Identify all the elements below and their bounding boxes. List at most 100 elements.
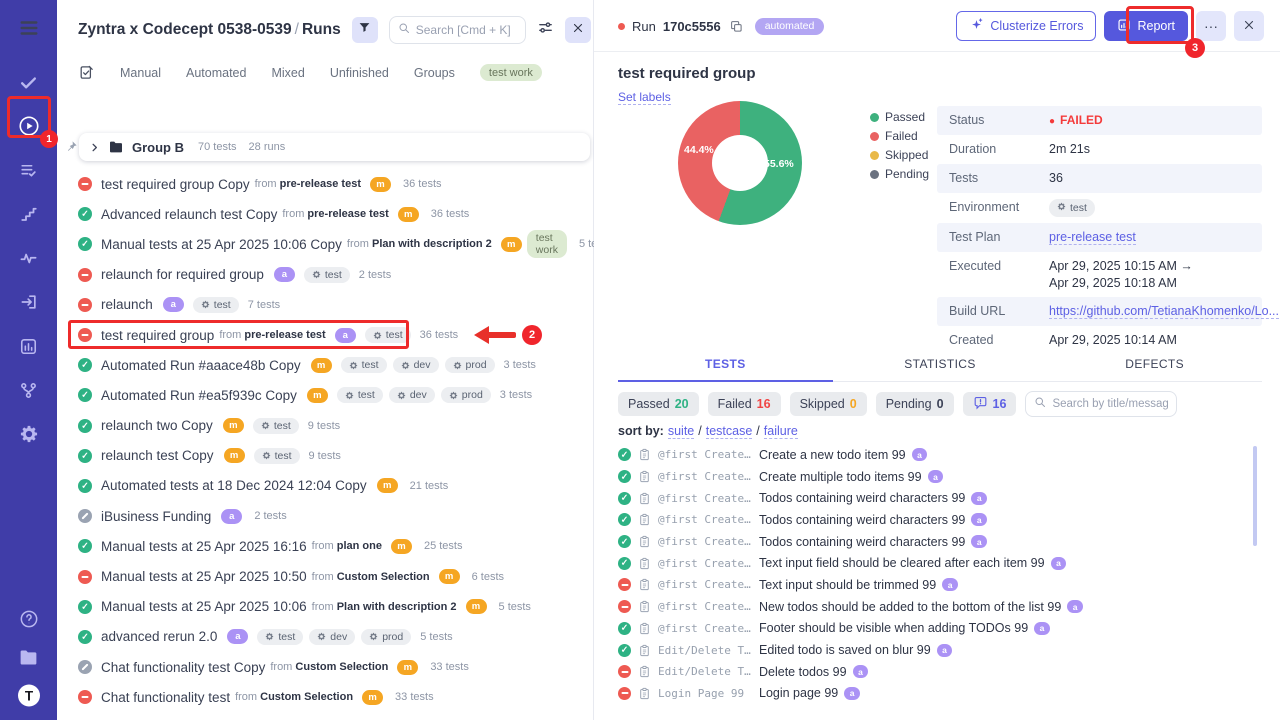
test-row[interactable]: @first Create… Create a new todo item 99… xyxy=(594,444,1280,466)
run-list-item[interactable]: iBusiness Funding a 2 tests xyxy=(57,501,593,531)
detail-tab[interactable]: TESTS xyxy=(618,357,833,382)
detail-link[interactable]: https://github.com/TetianaKhomenko/Lo... xyxy=(1049,304,1279,320)
filter-pill[interactable]: Failed 16 xyxy=(707,392,781,416)
run-name: Manual tests at 25 Apr 2025 16:16 xyxy=(101,538,307,554)
comments-pill[interactable]: 16 xyxy=(962,392,1017,416)
run-list-item[interactable]: Automated tests at 18 Dec 2024 12:04 Cop… xyxy=(57,471,593,501)
set-labels-link[interactable]: Set labels xyxy=(618,90,671,105)
test-row[interactable]: @first Create… New todos should be added… xyxy=(594,596,1280,618)
run-list-item[interactable]: relaunch test Copy m test 9 tests xyxy=(57,441,593,471)
branch-icon[interactable] xyxy=(17,381,41,399)
run-list-item[interactable]: test required group from pre-release tes… xyxy=(57,319,593,350)
run-list-item[interactable]: Manual tests at 25 Apr 2025 10:50 from C… xyxy=(57,561,593,591)
breadcrumb: Zyntra x Codecept 0538-0539/Runs xyxy=(78,21,341,39)
run-name: test required group xyxy=(101,327,215,343)
test-row[interactable]: @first Create… Text input should be trim… xyxy=(594,574,1280,596)
play-icon[interactable] xyxy=(17,116,41,136)
runs-tab[interactable]: Unfinished xyxy=(329,65,389,80)
search-input[interactable] xyxy=(415,23,517,37)
logo-icon[interactable]: T xyxy=(17,684,41,706)
bar-chart-icon[interactable] xyxy=(17,337,41,355)
folder-icon[interactable] xyxy=(17,648,41,666)
run-list-item[interactable]: Manual tests at 25 Apr 2025 10:06 from P… xyxy=(57,592,593,622)
run-tests-count: 36 tests xyxy=(402,178,442,191)
run-list-item[interactable]: Automated Run #aaace48b Copy m testdevpr… xyxy=(57,350,593,380)
run-name: Chat functionality test Copy xyxy=(101,659,266,675)
test-status-icon xyxy=(618,686,631,700)
run-list-item[interactable]: Chat functionality test Copy from Custom… xyxy=(57,652,593,682)
test-row[interactable]: @first Create… Todos containing weird ch… xyxy=(594,509,1280,531)
report-button[interactable]: Report xyxy=(1104,11,1188,41)
tests-scrollbar[interactable] xyxy=(1253,446,1257,546)
runs-tab[interactable]: Groups xyxy=(413,65,455,80)
tests-search-input[interactable] xyxy=(1052,398,1169,410)
run-list-item[interactable]: relaunch for required group a test 2 tes… xyxy=(57,260,593,290)
run-name: Automated Run #aaace48b Copy xyxy=(101,357,301,373)
menu-icon[interactable] xyxy=(18,17,40,39)
runs-tab[interactable]: Mixed xyxy=(271,65,305,80)
search-icon xyxy=(1034,395,1046,413)
test-row[interactable]: @first Create… Footer should be visible … xyxy=(594,618,1280,640)
close-run-detail-button[interactable] xyxy=(1234,11,1264,41)
run-list-item[interactable]: relaunch two Copy m test 9 tests xyxy=(57,411,593,441)
more-button[interactable]: ··· xyxy=(1196,11,1226,41)
run-list-item[interactable]: Manual tests at 25 Apr 2025 10:06 Copy f… xyxy=(57,229,611,259)
run-from-plan: from Custom Selection xyxy=(235,691,354,704)
automated-test-badge: a xyxy=(844,686,860,700)
sign-in-icon[interactable] xyxy=(17,293,41,311)
test-row[interactable]: @first Create… Text input field should b… xyxy=(594,552,1280,574)
help-icon[interactable] xyxy=(17,610,41,628)
group-card[interactable]: Group B 70 tests 28 runs xyxy=(79,133,590,161)
filter-button[interactable] xyxy=(351,17,378,43)
test-row[interactable]: @first Create… Todos containing weird ch… xyxy=(594,487,1280,509)
run-from-plan: from plan one xyxy=(311,540,382,553)
filter-pill[interactable]: Passed 20 xyxy=(618,392,699,416)
runs-tab[interactable]: Manual xyxy=(120,65,161,80)
list-check-icon[interactable] xyxy=(17,161,41,179)
chevron-right-icon[interactable] xyxy=(89,142,100,153)
test-status-icon xyxy=(618,513,631,527)
copy-icon[interactable] xyxy=(730,20,743,33)
test-row[interactable]: Login Page 99 Login page 99 a xyxy=(594,683,1280,705)
detail-tab[interactable]: DEFECTS xyxy=(1125,357,1185,371)
sort-suite-link[interactable]: suite xyxy=(667,424,695,439)
run-name: relaunch for required group xyxy=(101,267,264,283)
test-row[interactable]: @first Create… Todos containing weird ch… xyxy=(594,531,1280,553)
clusterize-errors-button[interactable]: Clusterize Errors xyxy=(956,11,1097,41)
runs-header: Zyntra x Codecept 0538-0539/Runs xyxy=(57,0,593,44)
run-list-item[interactable]: Manual tests at 25 Apr 2025 16:16 from p… xyxy=(57,531,593,561)
filter-pill[interactable]: Skipped 0 xyxy=(789,392,867,416)
run-status-icon xyxy=(78,599,92,614)
check-icon[interactable] xyxy=(17,73,41,91)
pin-icon[interactable] xyxy=(65,140,78,158)
clipboard-icon xyxy=(638,600,651,613)
test-work-filter-badge[interactable]: test work xyxy=(479,64,542,81)
adjustments-button[interactable] xyxy=(537,19,554,41)
run-list-item[interactable]: Chat functionality test from Custom Sele… xyxy=(57,682,593,712)
run-env-badges: test xyxy=(252,417,305,434)
steps-icon[interactable] xyxy=(17,205,41,223)
filter-pill[interactable]: Pending 0 xyxy=(875,392,954,416)
sort-failure-link[interactable]: failure xyxy=(763,424,798,439)
run-env-badges: test xyxy=(253,447,306,464)
runs-tab[interactable]: Automated xyxy=(186,65,247,80)
detail-tab[interactable]: STATISTICS xyxy=(904,357,976,371)
runs-search[interactable] xyxy=(388,16,526,44)
activity-icon[interactable] xyxy=(17,249,41,267)
test-row[interactable]: Edit/Delete T… Delete todos 99 a xyxy=(594,661,1280,683)
test-row[interactable]: @first Create… Create multiple todo item… xyxy=(594,466,1280,488)
test-row[interactable]: Edit/Delete T… Edited todo is saved on b… xyxy=(594,639,1280,661)
sort-testcase-link[interactable]: testcase xyxy=(705,424,753,439)
detail-link[interactable]: pre-release test xyxy=(1049,229,1136,245)
run-list-item[interactable]: relaunch a test 7 tests xyxy=(57,290,593,320)
gear-icon[interactable] xyxy=(17,425,41,443)
run-list-item[interactable]: test required group Copy from pre-releas… xyxy=(57,169,593,199)
env-badge: dev xyxy=(309,628,356,645)
select-runs-icon[interactable] xyxy=(78,64,95,81)
tests-search[interactable] xyxy=(1025,391,1178,417)
run-list-item[interactable]: Advanced relaunch test Copy from pre-rel… xyxy=(57,199,593,229)
run-list-item[interactable]: Automated Run #ea5f939c Copy m testdevpr… xyxy=(57,380,593,410)
close-runs-panel-button[interactable] xyxy=(564,17,591,43)
